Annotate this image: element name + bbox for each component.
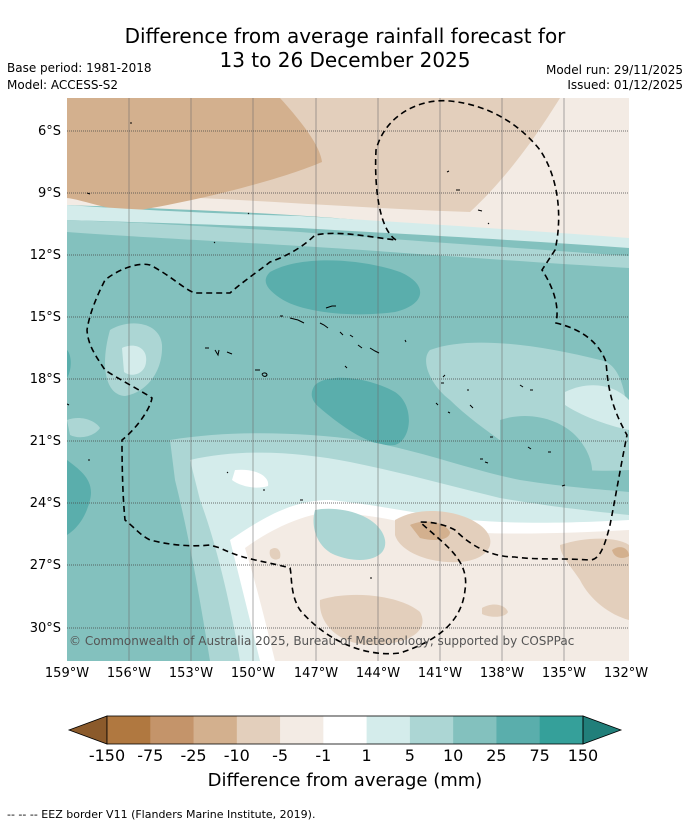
parallel-gridlines <box>67 130 629 629</box>
lon-label-141w: 141°W <box>417 666 463 681</box>
colorbar-swatch <box>236 716 281 744</box>
field-25-75-patch-2 <box>311 377 409 446</box>
colorbar-arrow-low <box>67 715 108 745</box>
base-period-text: Base period: 1981-2018 <box>7 61 152 75</box>
colorbar-tick-label: 75 <box>529 746 550 765</box>
colorbar-swatch <box>366 716 411 744</box>
colorbar-swatch <box>496 716 541 744</box>
field-5-10-band <box>67 220 629 268</box>
field-1-5-band <box>67 205 629 248</box>
colorbar-tick-label: 5 <box>404 746 415 765</box>
lat-label-9s: 9°S <box>37 186 61 201</box>
field-5-10-patch-4 <box>313 508 386 560</box>
colorbar-tick-label: -5 <box>272 746 289 765</box>
issued-text: Issued: 01/12/2025 <box>567 78 683 92</box>
field-25-75-patch-1 <box>265 260 421 315</box>
lon-label-153w: 153°W <box>168 666 214 681</box>
lon-label-138w: 138°W <box>479 666 525 681</box>
colorbar-swatch <box>280 716 324 744</box>
lat-label-18s: 18°S <box>29 372 61 387</box>
map-field <box>67 98 629 661</box>
model-text: Model: ACCESS-S2 <box>7 78 119 92</box>
field-25-75-patch-3 <box>67 460 91 535</box>
field-neutral-patch <box>232 469 269 488</box>
lon-label-156w: 156°W <box>106 666 152 681</box>
colorbar-tick-label: 150 <box>567 746 599 765</box>
model-run-text: Model run: 29/11/2025 <box>545 63 683 77</box>
lon-label-132w: 132°W <box>603 666 649 681</box>
colorbar-swatch <box>107 716 151 744</box>
lon-label-147w: 147°W <box>293 666 339 681</box>
eez-legend-footnote: -- -- -- EEZ border V11 (Flanders Marine… <box>7 808 316 821</box>
map-title-line-1: Difference from average rainfall forecas… <box>124 24 566 48</box>
field-5-10-patch-5 <box>67 417 100 438</box>
colorbar-tick-label: -10 <box>223 746 250 765</box>
lon-label-150w: 150°W <box>230 666 276 681</box>
colorbar-tick-label: 25 <box>486 746 507 765</box>
colorbar-swatch <box>453 716 497 744</box>
colorbar-swatch <box>323 716 368 744</box>
colorbar <box>67 715 623 745</box>
lat-label-6s: 6°S <box>37 124 61 139</box>
field-1-5-patch-1 <box>122 345 147 375</box>
lon-label-135w: 135°W <box>541 666 587 681</box>
copyright-notice: © Commonwealth of Australia 2025, Bureau… <box>69 634 575 648</box>
lat-label-15s: 15°S <box>29 310 61 325</box>
field-25-75-patch-6 <box>67 350 71 378</box>
colorbar-tick-label: -1 <box>315 746 332 765</box>
lat-label-27s: 27°S <box>29 558 61 573</box>
colorbar-tick-label: -75 <box>137 746 164 765</box>
colorbar-tick-label: -150 <box>88 746 126 765</box>
lon-label-159w: 159°W <box>44 666 90 681</box>
field-minus5-minus10-patch-5 <box>269 547 281 560</box>
colorbar-swatch <box>193 716 238 744</box>
field-minus10-minus25-north <box>67 98 322 211</box>
colorbar-tick-label: 1 <box>361 746 372 765</box>
field-minus10-minus25-patch-2 <box>612 547 629 558</box>
meridian-gridlines <box>128 98 565 661</box>
lat-label-24s: 24°S <box>29 496 61 511</box>
colorbar-swatch <box>150 716 195 744</box>
lat-label-21s: 21°S <box>29 434 61 449</box>
field-minus5-minus10-patch-4 <box>482 604 508 617</box>
colorbar-tick-label: -25 <box>180 746 207 765</box>
colorbar-title: Difference from average (mm) <box>207 770 483 791</box>
field-minus5-minus10-patch-3 <box>319 594 423 645</box>
lon-label-144w: 144°W <box>355 666 401 681</box>
map-title-line-2: 13 to 26 December 2025 <box>219 48 471 72</box>
field-1-5-patch-2 <box>565 385 629 430</box>
island-markers <box>67 122 566 579</box>
colorbar-swatch <box>539 716 584 744</box>
lat-label-12s: 12°S <box>29 248 61 263</box>
colorbar-arrow-high <box>582 715 623 745</box>
colorbar-tick-label: 10 <box>442 746 464 765</box>
lat-label-30s: 30°S <box>29 621 61 636</box>
colorbar-swatch <box>409 716 454 744</box>
